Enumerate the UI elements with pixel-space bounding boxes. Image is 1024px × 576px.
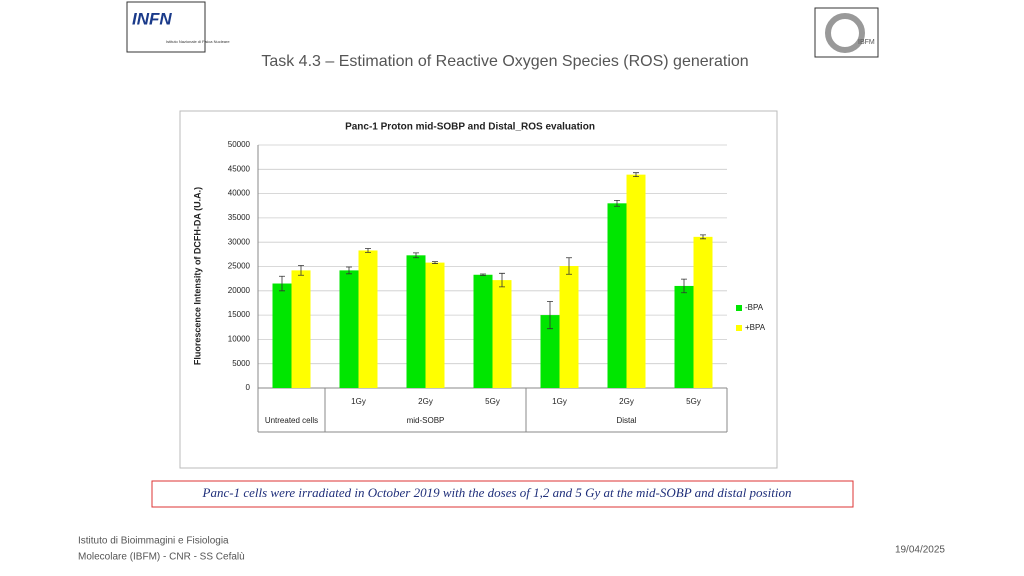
x-tick-label: 1Gy [552,397,567,406]
error-bar [279,275,285,292]
error-bar [681,278,687,294]
chart-title: Panc-1 Proton mid-SOBP and Distal_ROS ev… [345,122,595,133]
caption: Panc-1 cells were irradiated in October … [202,485,792,500]
error-bar [614,200,620,207]
footer-date: 19/04/2025 [895,545,945,556]
footer-institute: Istituto di Bioimmagini e Fisiologia [78,536,229,547]
group-label: Distal [616,416,636,425]
bar [291,270,311,388]
legend-label: +BPA [745,323,766,332]
x-tick-label: 5Gy [686,397,701,406]
x-tick-label: 1Gy [351,397,366,406]
bar [540,315,560,388]
y-tick-label: 20000 [228,286,251,295]
infn-logo: INFN [132,9,172,28]
bar [492,280,512,388]
x-tick-label: 5Gy [485,397,500,406]
error-bar [365,248,371,253]
error-bar [346,266,352,275]
bar [473,274,493,388]
bar [339,270,359,388]
bar [358,250,378,388]
bar [425,262,445,388]
error-bar [480,273,486,276]
error-bar [633,172,639,177]
plot: 0 5000 10000 15000 20000 25000 30000 35000 40000… [228,140,766,433]
slide-title: Task 4.3 – Estimation of Reactive Oxygen… [261,53,748,70]
group-label: mid-SOBP [407,416,445,425]
bar [272,283,292,388]
y-tick-label: 40000 [228,189,251,198]
legend-swatch [736,325,742,331]
y-tick-label: 30000 [228,237,251,246]
error-bar [566,257,572,275]
y-tick-label: 45000 [228,164,251,173]
y-tick-label: 25000 [228,262,251,271]
footer-institute: Molecolare (IBFM) - CNR - SS Cefalù [78,552,245,563]
legend-swatch [736,305,742,311]
caption-box [151,480,854,508]
ibfm-logo-ring [825,13,865,53]
x-tick-label: 2Gy [619,397,634,406]
y-tick-label: 10000 [228,335,251,344]
y-axis-label: Fluorescence Intensity of DCFH-DA (U.A.) [192,187,202,365]
y-tick-label: 35000 [228,213,251,222]
error-bar [499,272,505,288]
infn-logo-box [126,1,206,53]
bar [626,174,646,388]
error-bar [547,301,553,330]
y-tick-label: 5000 [232,359,250,368]
error-bar [413,252,419,259]
x-tick-label: 2Gy [418,397,433,406]
group-label: Untreated cells [265,416,318,425]
bar [693,236,713,388]
y-tick-label: 0 [246,383,251,392]
y-tick-label: 15000 [228,310,251,319]
bar [674,285,694,388]
legend-label: -BPA [745,303,764,312]
error-bar [298,265,304,276]
bar [607,203,627,388]
bar [559,266,579,388]
y-tick-label: 50000 [228,140,251,149]
error-bar [432,261,438,264]
bar [406,255,426,388]
error-bar [700,234,706,240]
ibfm-logo: IBFM [858,39,875,46]
infn-subtitle: Istituto Nazionale di Fisica Nucleare [166,39,230,44]
